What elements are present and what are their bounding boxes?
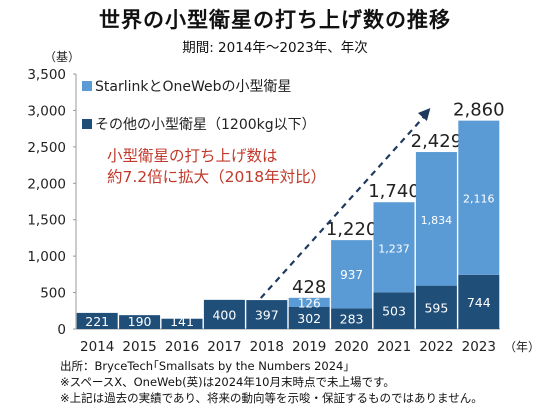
x-tick-label: 2015 xyxy=(122,339,156,355)
data-label-total: 1,740 xyxy=(368,181,420,202)
bar-starlink-oneweb xyxy=(458,120,500,275)
data-label-starlink-oneweb: 1,237 xyxy=(378,242,410,255)
data-label-other: 400 xyxy=(212,307,236,322)
bar-other-smallsats xyxy=(246,300,288,329)
bar-other-smallsats xyxy=(331,308,373,329)
bar-other-smallsats xyxy=(288,306,330,329)
bar-other-smallsats xyxy=(415,285,457,329)
legend-label-starlink-oneweb: StarlinkとOneWebの小型衛星 xyxy=(95,79,292,95)
footnote-listing: ※スペースX、OneWeb(英)は2024年10月末時点で未上場です。 xyxy=(60,375,395,389)
x-tick-label: 2020 xyxy=(334,339,368,355)
trend-arrow-head xyxy=(417,108,431,121)
data-label-starlink-oneweb: 126 xyxy=(298,296,321,310)
y-tick-label: 1,000 xyxy=(27,249,66,265)
bar-other-smallsats xyxy=(458,274,500,329)
bar-other-smallsats xyxy=(76,312,118,329)
bar-starlink-oneweb xyxy=(288,297,330,307)
data-label-other: 744 xyxy=(467,295,491,310)
bar-other-smallsats xyxy=(119,315,161,329)
data-label-starlink-oneweb: 937 xyxy=(340,268,363,282)
legend-swatch-other xyxy=(82,119,92,129)
bar-starlink-oneweb xyxy=(331,240,373,309)
growth-annotation-line2: 約7.2倍に拡大（2018年対比） xyxy=(107,168,326,186)
data-label-total: 1,220 xyxy=(326,219,378,240)
data-label-other: 503 xyxy=(382,304,406,319)
x-tick-label: 2017 xyxy=(207,339,241,355)
footnote-disclaimer: ※上記は過去の実績であり、将来の動向等を示唆・保証するものではありません。 xyxy=(60,391,483,405)
data-label-other: 397 xyxy=(255,308,279,323)
x-tick-label: 2021 xyxy=(377,339,411,355)
x-tick-label: 2014 xyxy=(80,339,114,355)
chart-title: 世界の小型衛星の打ち上げ数の推移 xyxy=(99,8,451,32)
legend-swatch-starlink-oneweb xyxy=(82,81,92,91)
x-tick-label: 2018 xyxy=(250,339,284,355)
x-axis-unit-label: （年） xyxy=(504,340,540,354)
y-tick-label: 3,000 xyxy=(27,103,66,119)
x-tick-label: 2023 xyxy=(462,339,496,355)
data-label-starlink-oneweb: 2,116 xyxy=(463,193,495,206)
growth-annotation-line1: 小型衛星の打ち上げ数は xyxy=(107,147,278,165)
data-label-other: 190 xyxy=(128,314,152,329)
bar-starlink-oneweb xyxy=(415,152,457,286)
data-label-total: 2,429 xyxy=(411,131,463,152)
y-tick-label: 1,500 xyxy=(27,213,66,229)
bar-starlink-oneweb xyxy=(373,202,415,293)
data-label-total: 428 xyxy=(292,277,326,298)
data-label-other: 221 xyxy=(85,314,109,329)
bar-other-smallsats xyxy=(373,292,415,329)
legend-label-other: その他の小型衛星（1200kg以下） xyxy=(95,117,316,133)
x-tick-label: 2016 xyxy=(165,339,199,355)
data-label-other: 141 xyxy=(170,314,194,329)
chart-subtitle: 期間: 2014年〜2023年、年次 xyxy=(182,40,368,56)
y-tick-label: 500 xyxy=(40,286,66,302)
data-label-starlink-oneweb: 1,834 xyxy=(421,214,453,227)
trend-arrow-line xyxy=(259,113,428,299)
x-tick-label: 2022 xyxy=(419,339,453,355)
source-note: 出所：BryceTech｢Smallsats by the Numbers 20… xyxy=(60,359,350,373)
y-tick-label: 3,500 xyxy=(27,67,66,83)
bar-other-smallsats xyxy=(161,318,203,329)
data-label-other: 283 xyxy=(340,312,364,327)
x-tick-label: 2019 xyxy=(292,339,326,355)
y-tick-label: 2,000 xyxy=(27,176,66,192)
data-label-other: 595 xyxy=(424,300,448,315)
y-axis-unit-label: （基） xyxy=(44,50,80,64)
stacked-bar-chart: （基） 0 500 1,000 1,500 2,000 2,500 3,000 3,500 221… xyxy=(27,50,540,355)
bar-other-smallsats xyxy=(203,299,245,329)
data-label-total: 2,860 xyxy=(453,100,505,121)
data-label-other: 302 xyxy=(297,311,321,326)
y-tick-label: 2,500 xyxy=(27,140,66,156)
y-tick-label: 0 xyxy=(57,322,66,338)
